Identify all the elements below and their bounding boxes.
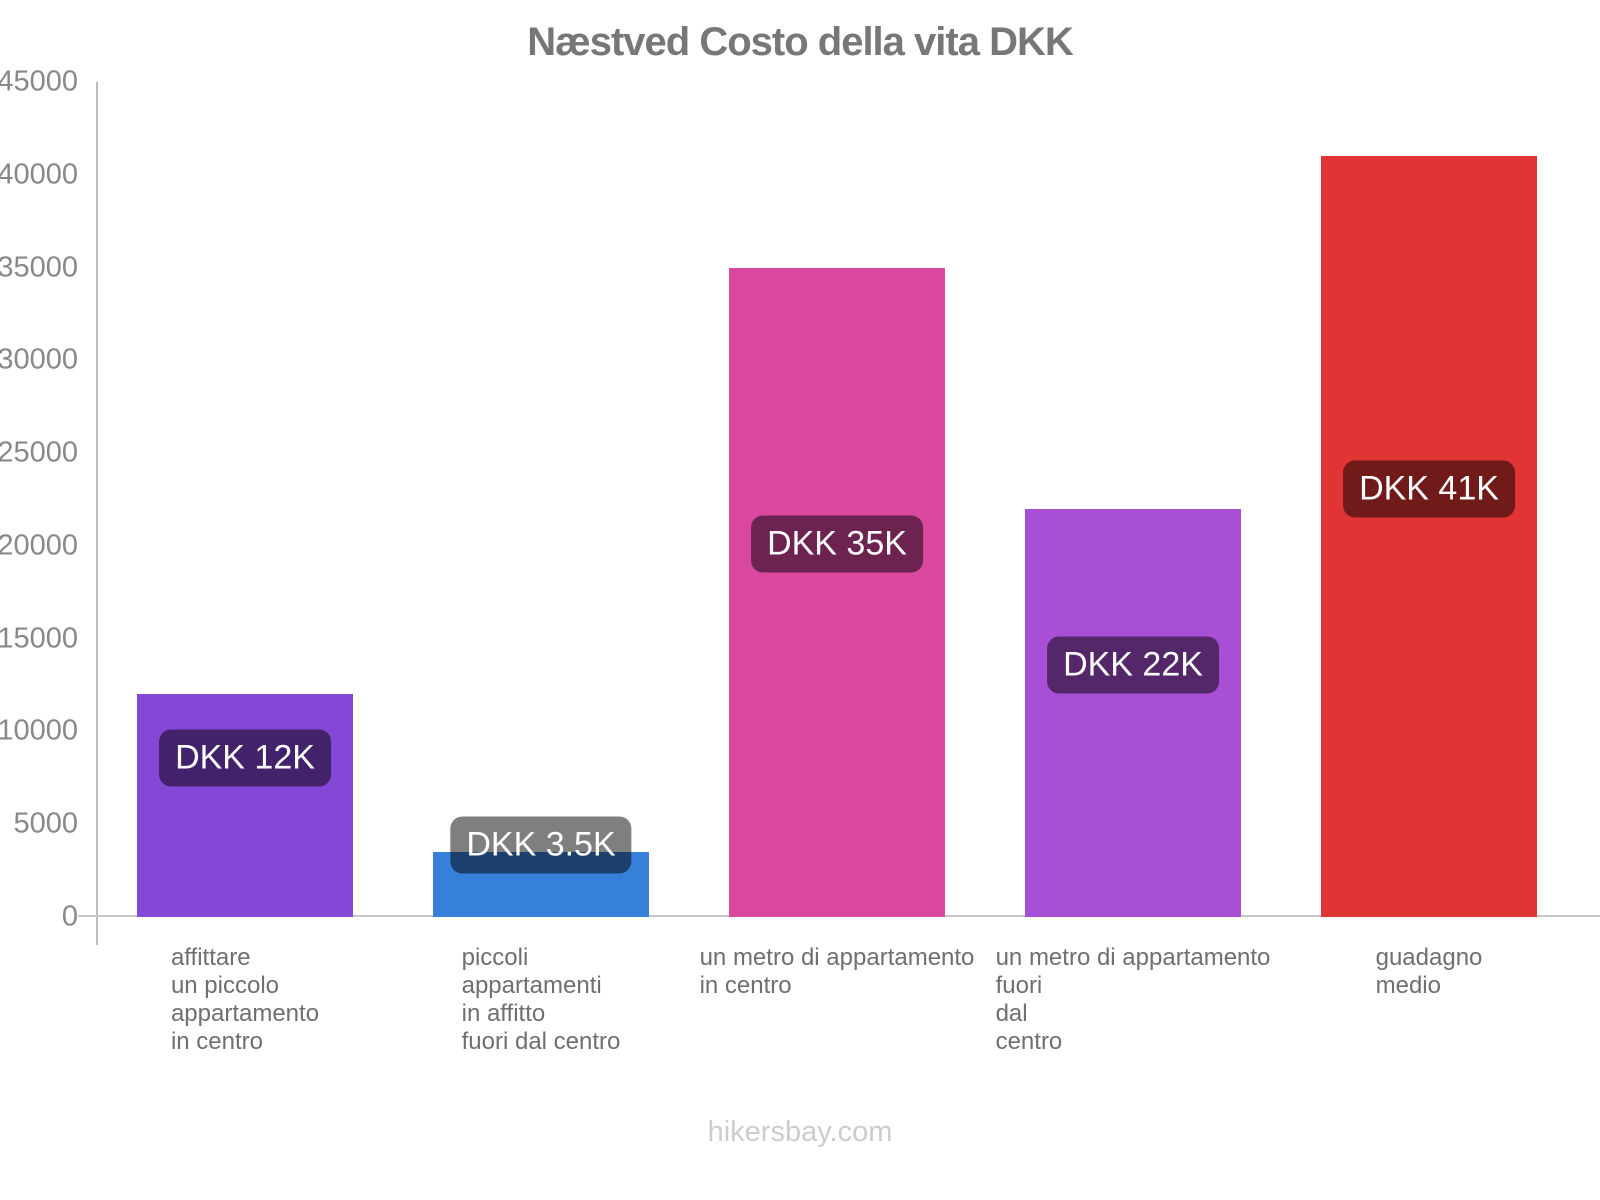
y-axis: 0 5000 10000 15000 20000 25000 30000 35000 40000… [0, 66, 78, 933]
bar-slot: DKK 22K [985, 82, 1281, 917]
watermark: hikersbay.com [707, 1116, 893, 1148]
x-category-label: piccoli appartamenti in affitto fuori dal c… [461, 944, 621, 1055]
bar-value-badge: DKK 41K [1343, 460, 1515, 518]
y-tick-label: 10000 [0, 714, 78, 747]
bar [1320, 156, 1538, 917]
bar-value-badge: DKK 35K [751, 515, 923, 573]
bar [1024, 508, 1242, 917]
x-category-label: affittare un piccolo appartamento in centro [170, 944, 320, 1055]
x-label-cell: piccoli appartamenti in affitto fuori dal c… [393, 944, 689, 1056]
y-tick-label: 35000 [0, 251, 78, 284]
y-tick-label: 0 [61, 900, 78, 933]
y-tick-label: 5000 [13, 807, 78, 840]
bar-slot: DKK 12K [97, 82, 393, 917]
y-tick-label: 20000 [0, 529, 78, 562]
y-tick-label: 25000 [0, 436, 78, 469]
bar-value-badge: DKK 22K [1047, 636, 1219, 694]
bar-value-badge: DKK 3.5K [450, 816, 632, 874]
y-tick-label: 45000 [0, 65, 78, 98]
bar-value-badge: DKK 12K [159, 729, 331, 787]
y-tick-label: 40000 [0, 158, 78, 191]
x-axis-labels: affittare un piccolo appartamento in centro… [97, 944, 1577, 1056]
bar [136, 694, 354, 917]
bar-slot: DKK 41K [1281, 82, 1577, 917]
x-category-label: un metro di appartamento fuori dal centro [995, 944, 1271, 1055]
x-label-cell: guadagno medio [1281, 944, 1577, 1056]
x-category-label: un metro di appartamento in centro [699, 944, 975, 999]
x-label-cell: un metro di appartamento fuori dal centro [985, 944, 1281, 1056]
bar-slot: DKK 35K [689, 82, 985, 917]
plot-area: DKK 12K DKK 3.5K DKK 35K DKK 22K DKK 41K [97, 82, 1577, 917]
bar-slot: DKK 3.5K [393, 82, 689, 917]
x-category-label: guadagno medio [1375, 944, 1483, 999]
x-label-cell: affittare un piccolo appartamento in centro [97, 944, 393, 1056]
x-label-cell: un metro di appartamento in centro [689, 944, 985, 1056]
chart-title: Næstved Costo della vita DKK [527, 20, 1073, 64]
y-tick-label: 30000 [0, 343, 78, 376]
y-axis-line [96, 82, 98, 945]
y-tick-label: 15000 [0, 622, 78, 655]
bar [728, 267, 946, 917]
